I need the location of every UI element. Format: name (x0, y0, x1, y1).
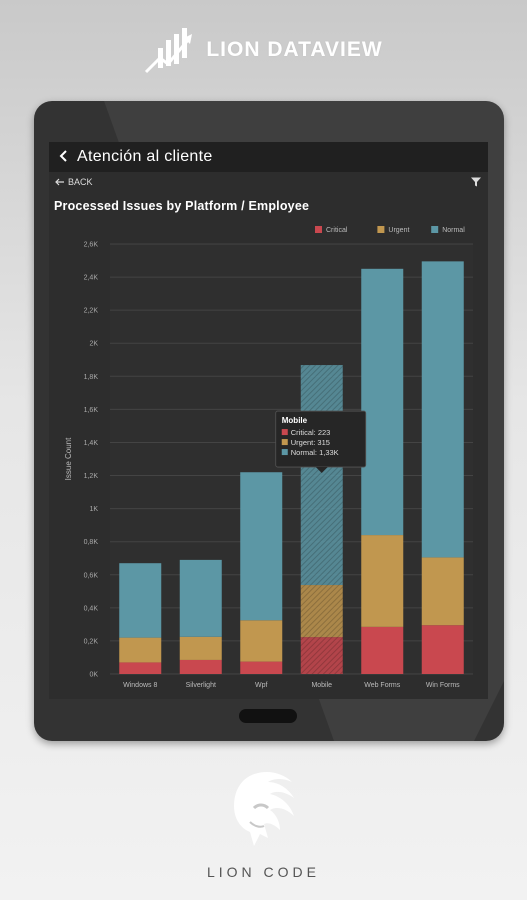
y-tick-label: 1K (89, 506, 98, 513)
brand-header: LION DATAVIEW (0, 26, 527, 74)
filter-icon[interactable] (470, 176, 482, 188)
bar-urgent-win-forms (421, 557, 464, 626)
bar-urgent-windows-8 (119, 637, 162, 663)
stacked-bar-chart: 0K 0,2K 0,4K 0,6K 0,8K 1K 1,2K 1,4K 1,6K 1,8K 2K 2,… (64, 226, 473, 689)
x-tick-label: Silverlight (186, 682, 216, 689)
dataview-logo-icon (145, 28, 193, 74)
y-tick-label: 0,6K (84, 572, 99, 579)
tooltip-swatch (281, 439, 288, 446)
legend-label: Normal (442, 227, 465, 234)
bar-urgent-web-forms (361, 535, 404, 627)
bar-normal-windows-8 (119, 563, 162, 638)
legend-label: Urgent (388, 227, 409, 234)
y-tick-label: 2,2K (84, 308, 99, 315)
tooltip-swatch (281, 429, 288, 436)
tooltip-title: Mobile (282, 416, 308, 425)
legend-swatch (315, 226, 322, 233)
y-tick-label: 0,8K (84, 539, 99, 546)
back-link[interactable]: BACK (55, 177, 93, 187)
bar-critical-win-forms (421, 625, 464, 674)
brand-bottom-name: LION CODE (206, 864, 320, 880)
bar-normal-web-forms (361, 268, 404, 536)
bar-normal-silverlight (179, 559, 222, 637)
chart-container: 0K 0,2K 0,4K 0,6K 0,8K 1K 1,2K 1,4K 1,6K 1,8K 2K 2,… (49, 218, 488, 698)
bar-critical-web-forms (361, 626, 404, 674)
legend-label: Critical (326, 227, 348, 234)
bar-normal-win-forms (421, 261, 464, 558)
bar-critical-silverlight (179, 659, 222, 674)
bar-urgent-wpf (240, 620, 283, 662)
chevron-left-icon[interactable] (53, 149, 75, 166)
brand-top-name: LION DATAVIEW (206, 38, 383, 61)
y-tick-label: 1,4K (84, 440, 99, 447)
back-label: BACK (68, 177, 93, 187)
bar-normal-wpf (240, 472, 283, 621)
bar-urgent-silverlight (179, 636, 222, 660)
app-header: Atención al cliente (49, 142, 488, 172)
y-tick-label: 1,2K (84, 473, 99, 480)
y-tick-label: 1,8K (84, 374, 99, 381)
legend-swatch (377, 226, 385, 233)
tooltip-pointer (315, 467, 328, 474)
y-tick-label: 0,4K (84, 605, 99, 612)
x-tick-label: Mobile (311, 682, 332, 689)
x-tick-label: Windows 8 (123, 682, 157, 689)
y-tick-label: 0K (89, 672, 98, 679)
bar-critical-windows-8 (119, 662, 162, 674)
app-screen: Atención al cliente BACK Processed Issue… (49, 142, 488, 699)
tooltip-swatch (281, 449, 288, 456)
lion-logo-icon (233, 771, 294, 846)
tooltip-box (275, 410, 367, 468)
y-tick-label: 0,2K (84, 638, 99, 645)
y-tick-label: 1,6K (84, 407, 99, 414)
tooltip-line: Urgent: 315 (291, 438, 330, 447)
y-axis-label: Issue Count (64, 437, 73, 480)
tooltip-line: Critical: 223 (291, 428, 331, 437)
y-tick-label: 2,4K (84, 275, 99, 282)
tooltip-line: Normal: 1,33K (291, 448, 339, 457)
page-title: Atención al cliente (77, 148, 213, 165)
y-tick-label: 2K (89, 341, 98, 348)
bar-critical-wpf (240, 661, 283, 674)
chart-title: Processed Issues by Platform / Employee (54, 199, 310, 213)
arrow-left-icon (55, 178, 64, 186)
x-tick-label: Wpf (255, 682, 268, 689)
toolbar: BACK (49, 173, 488, 191)
x-tick-label: Web Forms (364, 682, 401, 689)
legend-swatch (431, 226, 439, 233)
brand-footer: LION CODE (0, 768, 527, 880)
x-tick-label: Win Forms (426, 682, 460, 689)
tablet-home-button (239, 709, 297, 723)
y-tick-label: 2,6K (84, 242, 99, 249)
